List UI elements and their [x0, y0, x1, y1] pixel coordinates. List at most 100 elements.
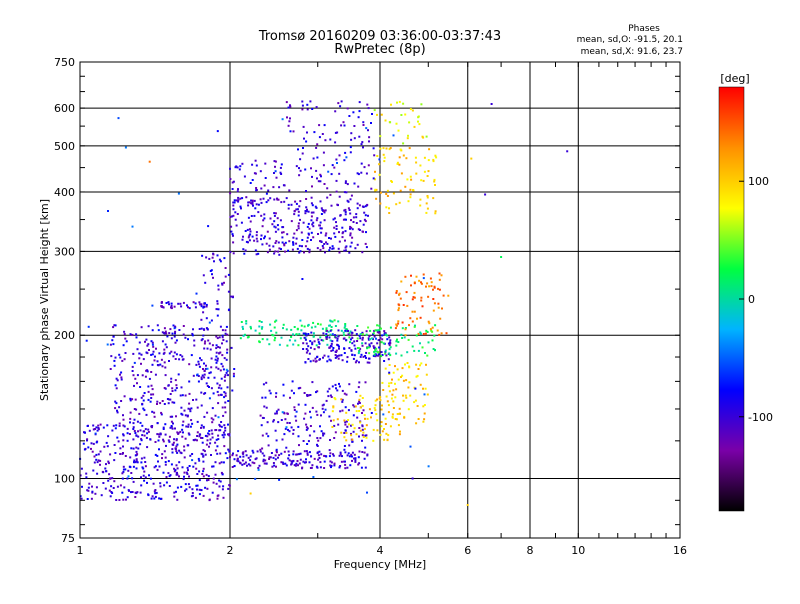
data-point [346, 360, 349, 363]
data-point [388, 372, 391, 375]
data-point [232, 295, 234, 298]
data-point [116, 379, 119, 382]
data-point [228, 450, 231, 453]
data-point [167, 460, 170, 463]
data-point [329, 439, 331, 441]
data-point [202, 455, 205, 458]
data-point [176, 431, 179, 434]
data-point [113, 444, 116, 446]
data-point [134, 432, 137, 434]
data-point [390, 103, 392, 106]
data-point [170, 337, 173, 340]
data-point [350, 226, 353, 229]
data-point [310, 219, 313, 222]
data-point [208, 372, 211, 375]
data-point [265, 406, 268, 409]
data-point [438, 288, 441, 291]
data-point [363, 451, 366, 454]
colorbar-tick-label: -100 [748, 411, 773, 424]
data-point [339, 453, 342, 456]
data-point [320, 339, 323, 342]
data-point [284, 427, 287, 430]
data-point [159, 497, 162, 500]
data-point [361, 397, 364, 399]
data-point [303, 461, 306, 464]
data-point [123, 486, 126, 489]
data-point [394, 327, 397, 330]
data-point [298, 167, 300, 170]
data-point [211, 407, 214, 410]
data-point [360, 143, 363, 146]
data-point [122, 498, 125, 501]
data-point [286, 344, 289, 347]
data-point [198, 301, 201, 304]
data-point [245, 454, 248, 457]
data-point [298, 462, 301, 465]
data-point [200, 303, 203, 306]
data-point [136, 453, 139, 456]
data-point [216, 497, 219, 500]
data-point [324, 455, 327, 458]
data-point [252, 204, 254, 207]
data-point [333, 397, 336, 399]
data-point [109, 343, 112, 346]
data-point [115, 402, 118, 405]
data-point [112, 424, 115, 427]
data-point [134, 496, 137, 498]
data-point [363, 457, 366, 460]
data-point [323, 211, 326, 214]
data-point [221, 434, 224, 437]
data-point [359, 333, 362, 336]
data-point [386, 400, 389, 403]
data-point [140, 457, 143, 460]
data-point [331, 333, 334, 336]
data-point [107, 210, 109, 212]
data-point [426, 196, 429, 199]
data-point [415, 275, 418, 278]
data-point [355, 333, 358, 336]
data-point [284, 418, 287, 421]
chart-title: Tromsø 20160209 03:36:00-03:37:43 [258, 29, 501, 44]
data-point [350, 138, 353, 141]
data-point [224, 275, 227, 278]
data-point [402, 102, 405, 105]
data-point [145, 338, 148, 341]
data-point [176, 467, 179, 470]
data-point [142, 467, 145, 470]
data-point [338, 172, 341, 175]
data-point [143, 456, 146, 459]
data-point [316, 143, 319, 146]
y-tick-label: 600 [54, 102, 75, 115]
data-point [237, 460, 240, 463]
data-point [207, 475, 210, 478]
data-point [161, 340, 164, 343]
data-point [334, 383, 337, 386]
data-point [201, 254, 204, 257]
data-point [217, 402, 220, 405]
data-point [197, 375, 200, 377]
data-point [135, 467, 138, 470]
data-point [372, 354, 375, 357]
data-point [396, 101, 398, 104]
data-point [345, 156, 348, 159]
data-point [220, 377, 223, 380]
data-point [134, 454, 137, 457]
data-point [361, 251, 364, 254]
data-point [101, 470, 104, 473]
data-point [413, 349, 416, 352]
data-point [175, 490, 177, 493]
data-point [361, 434, 364, 437]
data-point [260, 187, 263, 190]
data-point [106, 424, 109, 427]
data-point [344, 451, 347, 454]
data-point [392, 134, 395, 137]
data-point [325, 336, 328, 339]
data-point [204, 453, 207, 456]
data-point [400, 280, 403, 283]
data-point [399, 297, 402, 300]
data-point [305, 428, 308, 431]
data-point [350, 219, 352, 222]
data-point [144, 465, 147, 468]
data-point [396, 368, 399, 371]
data-point [344, 423, 347, 426]
